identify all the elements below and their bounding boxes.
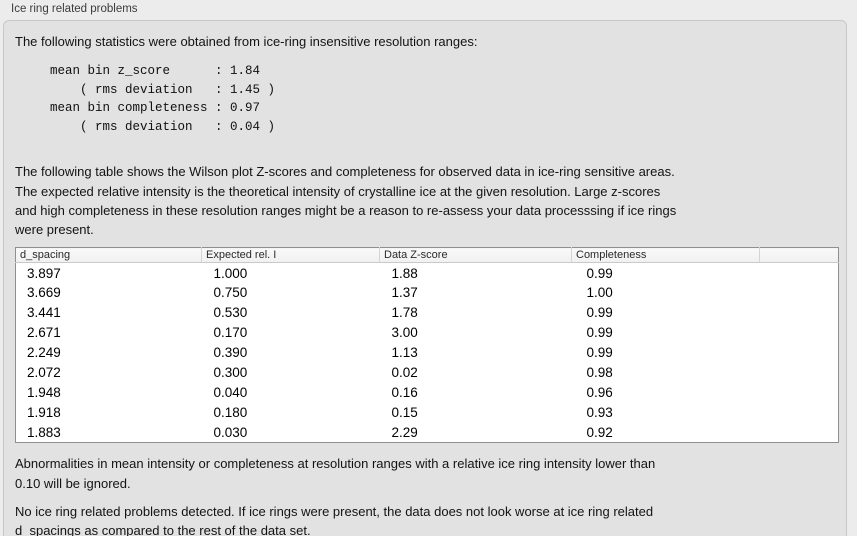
cell-expected-rel-i: 0.170 <box>213 325 248 341</box>
cell-completeness: 1.00 <box>586 285 613 301</box>
cell-expected-rel-i: 0.030 <box>213 425 248 441</box>
cell-completeness: 0.93 <box>586 405 613 421</box>
cell-data-z-score: 3.00 <box>391 325 418 341</box>
panel-title: Ice ring related problems <box>11 3 138 15</box>
cell-d-spacing: 2.249 <box>27 345 61 361</box>
column-header-expected-rel-i[interactable]: Expected rel. I <box>201 247 380 264</box>
table-row[interactable]: 1.948 0.040 0.16 0.96 <box>16 383 839 403</box>
cell-expected-rel-i: 0.750 <box>213 285 248 301</box>
table-row[interactable]: 3.669 0.750 1.37 1.00 <box>16 283 839 303</box>
table-row[interactable]: 1.883 0.030 2.29 0.92 <box>16 423 839 443</box>
cell-completeness: 0.99 <box>586 305 613 321</box>
cell-data-z-score: 0.02 <box>391 365 418 381</box>
cell-data-z-score: 1.78 <box>391 305 418 321</box>
cell-d-spacing: 3.897 <box>27 265 61 281</box>
conclusion-text-line: No ice ring related problems detected. I… <box>15 504 654 520</box>
cell-expected-rel-i: 0.180 <box>213 405 248 421</box>
table-row[interactable]: 2.249 0.390 1.13 0.99 <box>16 343 839 363</box>
conclusion-text: No ice ring related problems detected. I… <box>15 502 836 536</box>
table-row[interactable]: 3.897 1.000 1.88 0.99 <box>16 263 839 283</box>
column-header-d-spacing[interactable]: d_spacing <box>15 247 202 264</box>
cell-data-z-score: 1.88 <box>391 265 418 281</box>
stat-completeness-rms-deviation: ( rms deviation : 0.04 ) <box>50 119 276 134</box>
cell-d-spacing: 2.072 <box>27 365 61 381</box>
cell-d-spacing: 2.671 <box>27 325 61 341</box>
stats-summary-block: mean bin z_score : 1.84 ( rms deviation … <box>50 62 836 136</box>
ice-ring-panel: The following statistics were obtained f… <box>3 20 847 536</box>
column-header-empty <box>759 247 839 264</box>
ice-ring-table: d_spacing Expected rel. I Data Z-score C… <box>15 247 839 444</box>
intro-text: The following statistics were obtained f… <box>15 34 478 49</box>
cell-completeness: 0.99 <box>586 325 613 341</box>
cell-expected-rel-i: 1.000 <box>213 265 248 281</box>
cell-expected-rel-i: 0.300 <box>213 365 248 381</box>
cell-d-spacing: 3.669 <box>27 285 61 301</box>
column-header-data-z-score[interactable]: Data Z-score <box>379 247 572 264</box>
stat-mean-bin-completeness: mean bin completeness : 0.97 <box>50 101 261 116</box>
conclusion-text-line: d_spacings as compared to the rest of th… <box>15 523 311 536</box>
cell-d-spacing: 1.883 <box>27 425 61 441</box>
wilson-description-line: The following table shows the Wilson plo… <box>15 164 675 180</box>
table-row[interactable]: 3.441 0.530 1.78 0.99 <box>16 303 839 323</box>
ignore-threshold-note: Abnormalities in mean intensity or compl… <box>15 454 836 493</box>
cell-data-z-score: 1.37 <box>391 285 418 301</box>
cell-expected-rel-i: 0.040 <box>213 385 248 401</box>
cell-data-z-score: 0.15 <box>391 405 418 421</box>
wilson-description: The following table shows the Wilson plo… <box>15 162 836 239</box>
cell-completeness: 0.99 <box>586 345 613 361</box>
cell-completeness: 0.92 <box>586 425 613 441</box>
cell-data-z-score: 2.29 <box>391 425 418 441</box>
column-header-completeness[interactable]: Completeness <box>571 247 760 264</box>
cell-expected-rel-i: 0.390 <box>213 345 248 361</box>
ignore-threshold-note-line: Abnormalities in mean intensity or compl… <box>15 456 656 472</box>
cell-data-z-score: 1.13 <box>391 345 418 361</box>
table-row[interactable]: 2.072 0.300 0.02 0.98 <box>16 363 839 383</box>
wilson-description-line: and high completeness in these resolutio… <box>15 202 677 218</box>
cell-completeness: 0.98 <box>586 365 613 381</box>
ignore-threshold-note-line: 0.10 will be ignored. <box>15 475 131 491</box>
wilson-description-line: were present. <box>15 222 94 238</box>
table-row[interactable]: 1.918 0.180 0.15 0.93 <box>16 403 839 423</box>
cell-expected-rel-i: 0.530 <box>213 305 248 321</box>
table-header-row: d_spacing Expected rel. I Data Z-score C… <box>15 247 839 264</box>
table-row[interactable]: 2.671 0.170 3.00 0.99 <box>16 323 839 343</box>
cell-d-spacing: 1.948 <box>27 385 61 401</box>
wilson-description-line: The expected relative intensity is the t… <box>15 183 661 199</box>
cell-completeness: 0.96 <box>586 385 613 401</box>
cell-completeness: 0.99 <box>586 265 613 281</box>
stat-z-score-rms-deviation: ( rms deviation : 1.45 ) <box>50 82 276 97</box>
cell-d-spacing: 1.918 <box>27 405 61 421</box>
stat-mean-bin-z-score: mean bin z_score : 1.84 <box>50 64 261 79</box>
cell-d-spacing: 3.441 <box>27 305 61 321</box>
cell-data-z-score: 0.16 <box>391 385 418 401</box>
